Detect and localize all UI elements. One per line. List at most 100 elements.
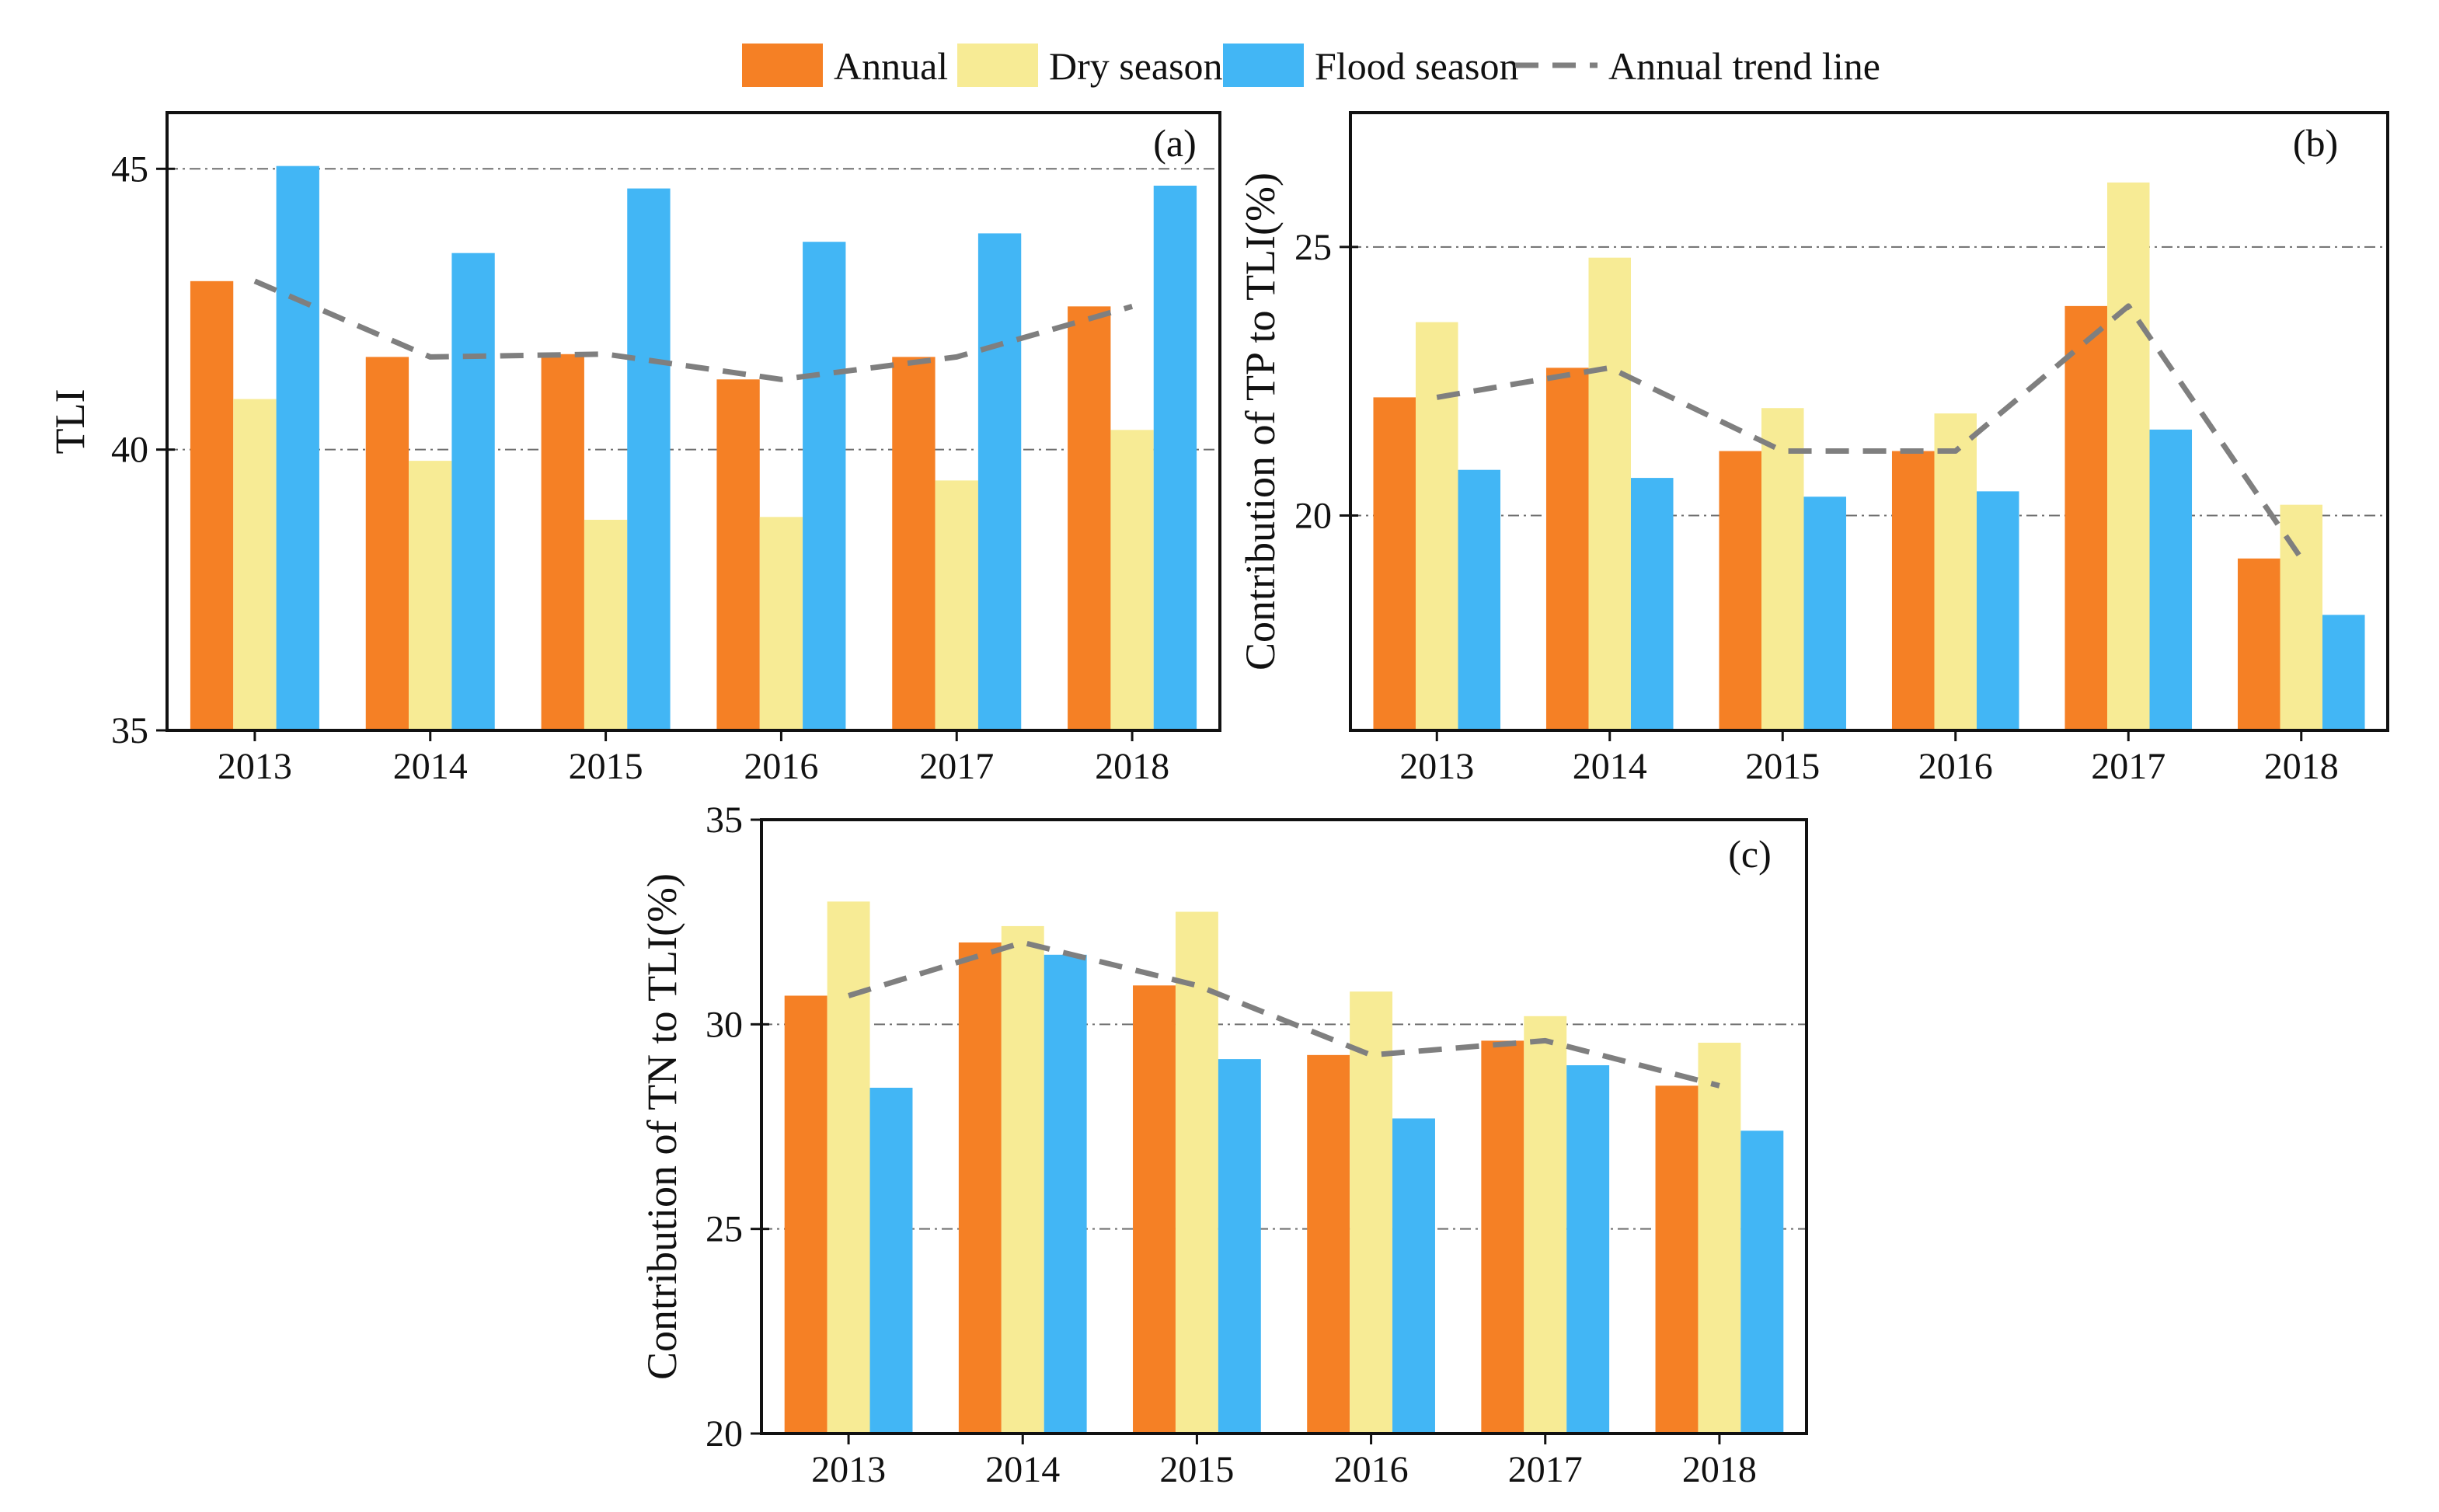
bar-flood-season-2018 [1740, 1131, 1784, 1434]
x-tick-label: 2015 [569, 746, 643, 787]
bar-dry-season-2017 [1524, 1016, 1567, 1434]
bar-annual-2014 [958, 942, 1002, 1434]
bar-flood-season-2016 [1977, 491, 2019, 730]
bar-annual-2018 [1655, 1085, 1699, 1434]
bar-dry-season-2018 [1698, 1043, 1741, 1434]
bar-dry-season-2016 [1934, 413, 1977, 730]
bar-flood-season-2018 [1153, 185, 1197, 731]
panel-label-b: (b) [2293, 121, 2338, 165]
legend-label: Flood season [1315, 44, 1519, 88]
bar-flood-season-2016 [803, 242, 846, 730]
y-tick-label: 35 [706, 800, 743, 841]
bar-annual-2017 [892, 357, 936, 730]
bar-flood-season-2016 [1392, 1118, 1435, 1434]
legend-label: Annual [834, 44, 948, 88]
bar-annual-2017 [1481, 1040, 1524, 1434]
x-tick-label: 2013 [218, 746, 292, 787]
y-tick-label: 35 [111, 710, 148, 751]
y-tick-label: 45 [111, 148, 148, 190]
chart-panel-a: 35 40 45 2013 2014 2015 2016 2017 2018 (a) TLI [47, 111, 1221, 787]
bar-dry-season-2013 [1415, 322, 1458, 730]
bar-flood-season-2013 [869, 1087, 913, 1434]
legend-swatch-flood-season [1223, 44, 1304, 87]
y-axis-title: TLI [47, 389, 93, 455]
bar-dry-season-2014 [409, 461, 452, 730]
bar-dry-season-2018 [1110, 430, 1154, 730]
y-tick-label: 30 [706, 1004, 743, 1045]
x-tick-label: 2016 [1918, 746, 1993, 787]
y-tick-label: 25 [706, 1209, 743, 1250]
bar-flood-season-2013 [1458, 469, 1501, 730]
annual-trend-line [1436, 303, 2304, 560]
x-tick-label: 2018 [1095, 746, 1169, 787]
plot-frame [166, 111, 1221, 732]
panel-label-c: (c) [1728, 832, 1772, 876]
x-tick-label: 2015 [1159, 1449, 1234, 1490]
bar-flood-season-2015 [1218, 1059, 1261, 1434]
bar-annual-2017 [2064, 305, 2107, 730]
bar-annual-2014 [1545, 368, 1589, 730]
x-tick-label: 2013 [1399, 746, 1474, 787]
y-tick-label: 20 [1294, 495, 1332, 536]
bar-dry-season-2016 [759, 517, 803, 730]
chart-panel-b: 20 25 2013 2014 2015 2016 2017 2018 (b) Contribut… [1237, 111, 2389, 787]
plot-frame [760, 818, 1808, 1435]
plot-frame [1349, 111, 2389, 732]
legend-label: Dry season [1049, 44, 1223, 88]
bar-annual-2018 [1068, 306, 1111, 730]
panel-label-a: (a) [1153, 121, 1197, 165]
annual-trend-line [848, 939, 1720, 1089]
bar-annual-2015 [1719, 451, 1761, 730]
bar-annual-2013 [190, 280, 234, 730]
bar-annual-2018 [2237, 558, 2280, 730]
bar-annual-2016 [1891, 451, 1935, 730]
x-tick-label: 2016 [744, 746, 818, 787]
bar-annual-2015 [541, 354, 584, 730]
x-tick-label: 2018 [2264, 746, 2339, 787]
legend-swatch-annual [742, 44, 823, 87]
bar-annual-2015 [1133, 985, 1176, 1434]
bar-annual-2014 [365, 357, 409, 730]
chart-panel-c: 20 25 30 35 2013 2014 2015 2016 2017 2018 (c) Contr… [639, 800, 1808, 1490]
x-tick-label: 2018 [1682, 1449, 1757, 1490]
bar-flood-season-2014 [1631, 478, 1674, 730]
bar-annual-2016 [716, 379, 760, 730]
annual-trend-line [253, 278, 1134, 382]
bar-annual-2013 [784, 995, 828, 1434]
bar-flood-season-2017 [2149, 429, 2193, 730]
y-tick-label: 40 [111, 430, 148, 471]
bar-flood-season-2013 [276, 165, 319, 731]
legend-swatch-dry-season [957, 44, 1038, 87]
x-tick-label: 2016 [1334, 1449, 1409, 1490]
bar-annual-2013 [1373, 397, 1416, 730]
bar-flood-season-2017 [1566, 1065, 1610, 1434]
bar-flood-season-2018 [2322, 615, 2365, 730]
legend: Annual Dry season Flood season Annual trend… [742, 44, 1880, 88]
bar-dry-season-2015 [584, 519, 628, 730]
bar-dry-season-2013 [827, 901, 870, 1434]
bar-flood-season-2014 [1044, 954, 1087, 1434]
x-tick-label: 2017 [1508, 1449, 1583, 1490]
bar-dry-season-2013 [233, 399, 277, 730]
bar-dry-season-2017 [935, 480, 978, 730]
x-tick-label: 2015 [1745, 746, 1820, 787]
y-axis-title: Contribution of TP to TLI(%) [1237, 172, 1284, 671]
bar-dry-season-2017 [2106, 182, 2150, 730]
bar-dry-season-2014 [1001, 925, 1044, 1434]
bar-flood-season-2014 [451, 253, 495, 730]
bar-dry-season-2016 [1350, 991, 1393, 1434]
x-tick-label: 2013 [811, 1449, 886, 1490]
bar-dry-season-2014 [1588, 257, 1632, 730]
bar-dry-season-2015 [1761, 408, 1804, 730]
bar-flood-season-2017 [977, 233, 1022, 730]
y-tick-label: 25 [1294, 227, 1332, 268]
legend-label: Annual trend line [1608, 44, 1880, 88]
bar-flood-season-2015 [1803, 496, 1847, 730]
bar-dry-season-2015 [1175, 911, 1218, 1434]
bar-annual-2016 [1307, 1054, 1350, 1434]
y-axis-title: Contribution of TN to TLI(%) [639, 873, 685, 1380]
bar-flood-season-2015 [627, 188, 671, 730]
y-tick-label: 20 [706, 1413, 743, 1455]
x-tick-label: 2014 [985, 1449, 1060, 1490]
